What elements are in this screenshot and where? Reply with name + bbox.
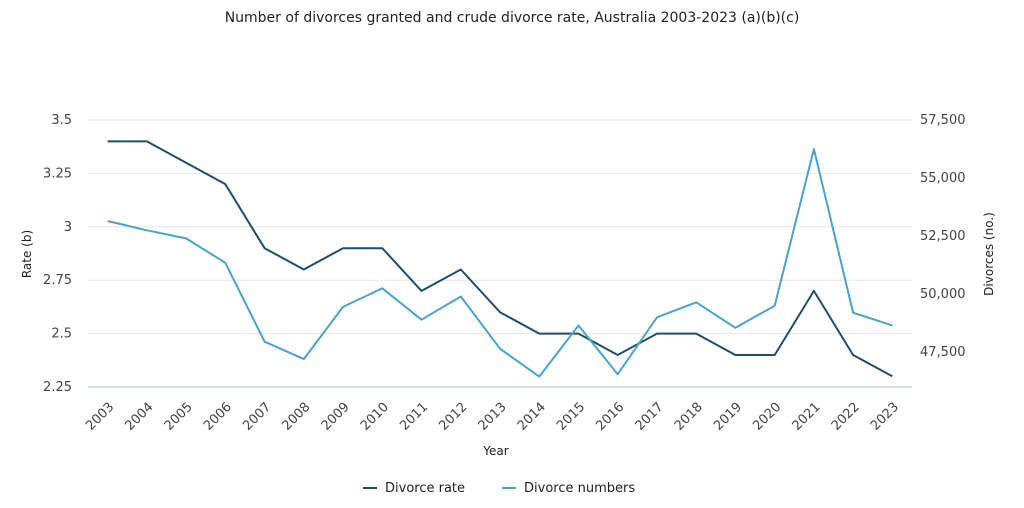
y2-tick-label: 52,500 xyxy=(920,229,966,244)
x-tick-label: 2021 xyxy=(790,400,824,434)
x-tick-label: 2012 xyxy=(436,400,470,434)
chart-title: Number of divorces granted and crude div… xyxy=(224,10,800,26)
x-tick-label: 2023 xyxy=(868,400,902,434)
y-tick-label: 2.25 xyxy=(43,380,72,395)
x-axis-title: Year xyxy=(482,444,508,458)
x-tick-label: 2010 xyxy=(358,400,392,434)
y2-axis-title: Divorces (no.) xyxy=(982,212,996,296)
x-tick-label: 2020 xyxy=(750,400,784,434)
x-tick-label: 2007 xyxy=(240,400,274,434)
y-tick-label: 3 xyxy=(64,220,72,235)
x-tick-label: 2011 xyxy=(397,400,431,434)
x-tick-label: 2013 xyxy=(476,400,510,434)
x-tick-label: 2018 xyxy=(672,400,706,434)
y-tick-label: 2.75 xyxy=(43,273,72,288)
x-tick-label: 2008 xyxy=(279,400,313,434)
x-tick-label: 2019 xyxy=(711,400,745,434)
legend-label: Divorce rate xyxy=(385,481,465,496)
y-tick-label: 3.25 xyxy=(43,166,72,181)
legend-label: Divorce numbers xyxy=(524,481,635,496)
series-line-divorce-rate xyxy=(107,140,893,378)
y2-tick-label: 55,000 xyxy=(920,171,966,186)
x-tick-label: 2006 xyxy=(201,400,235,434)
x-tick-label: 2009 xyxy=(319,400,353,434)
x-tick-label: 2015 xyxy=(554,400,588,434)
x-tick-label: 2005 xyxy=(162,400,196,434)
x-tick-label: 2022 xyxy=(829,400,863,434)
y-tick-label: 3.5 xyxy=(51,113,72,128)
x-tick-label: 2017 xyxy=(633,400,667,434)
y2-tick-label: 47,500 xyxy=(920,345,966,360)
x-tick-label: 2004 xyxy=(123,400,157,434)
y2-tick-label: 50,000 xyxy=(920,287,966,302)
x-tick-label: 2014 xyxy=(515,400,549,434)
x-tick-label: 2003 xyxy=(83,400,117,434)
x-tick-label: 2016 xyxy=(593,400,627,434)
y-tick-label: 2.5 xyxy=(51,327,72,342)
series-line-divorce-numbers xyxy=(107,148,893,378)
y-axis-title: Rate (b) xyxy=(20,230,34,278)
y2-tick-label: 57,500 xyxy=(920,113,966,128)
